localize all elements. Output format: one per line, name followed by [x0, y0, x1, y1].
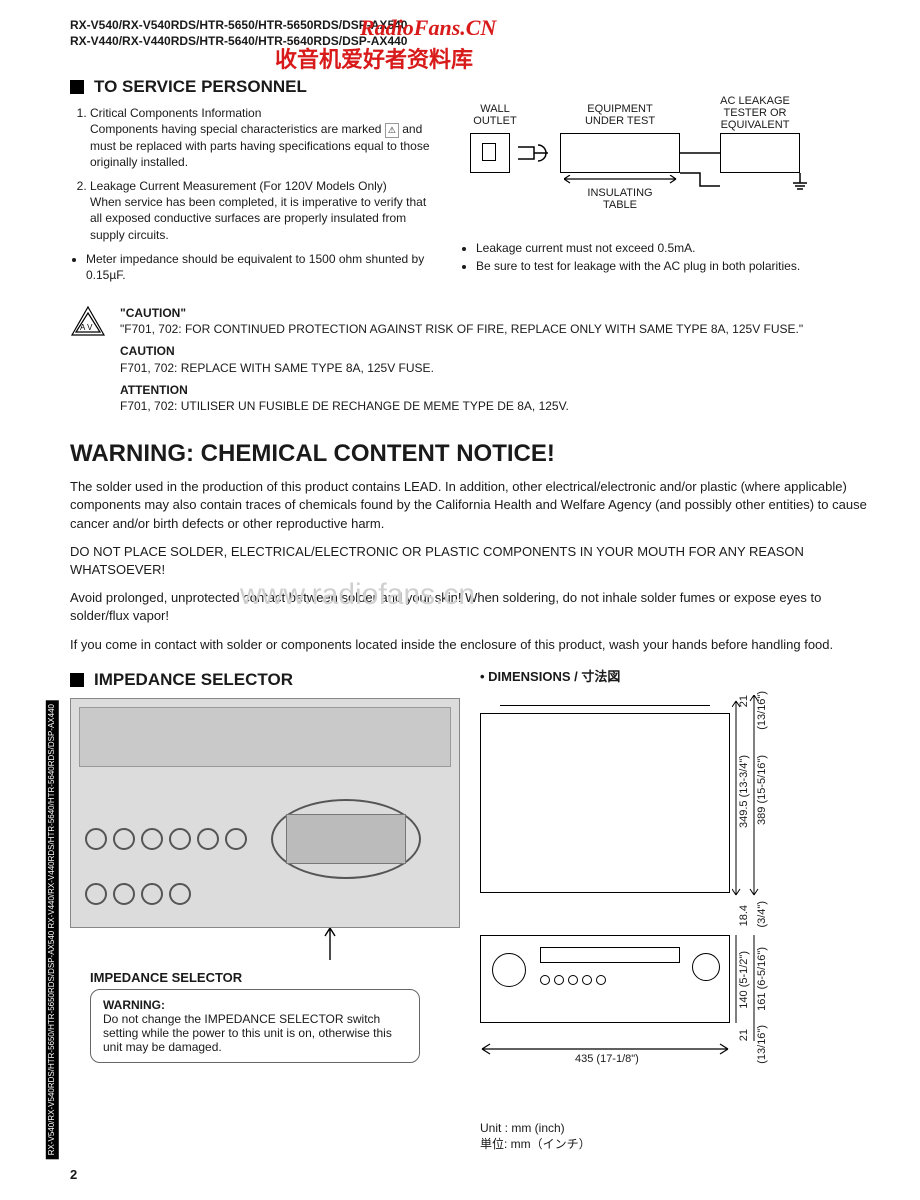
chemical-warning-title: WARNING: CHEMICAL CONTENT NOTICE!	[70, 440, 880, 468]
watermark-brand: RadioFans.CN	[360, 15, 496, 41]
bullet-meter: Meter impedance should be equivalent to …	[86, 251, 440, 283]
impedance-warning-box: WARNING: Do not change the IMPEDANCE SEL…	[90, 989, 420, 1063]
chemical-warning-body: The solder used in the production of thi…	[70, 478, 880, 654]
page-number: 2	[70, 1167, 77, 1182]
list-item-2: Leakage Current Measurement (For 120V Mo…	[90, 178, 440, 243]
dimensions-heading: • DIMENSIONS / 寸法図	[480, 666, 880, 685]
svg-text:A V: A V	[80, 323, 93, 332]
square-bullet-icon	[70, 673, 84, 687]
caution-block: "CAUTION" "F701, 702: FOR CONTINUED PROT…	[120, 305, 880, 414]
caution-triangle-icon: A V	[70, 305, 106, 414]
dimensions-diagram: 349.5 (13-3/4") 389 (15-5/16") 21 (13/16…	[480, 695, 820, 1115]
rear-panel-image	[70, 698, 460, 928]
service-heading: TO SERVICE PERSONNEL	[94, 77, 307, 97]
watermark-cn: 收音机爱好者资料库	[275, 42, 473, 74]
unit-note: Unit : mm (inch) 単位: mm（インチ）	[480, 1121, 880, 1152]
impedance-selector-label: IMPEDANCE SELECTOR	[90, 970, 460, 985]
bullet-polarity: Be sure to test for leakage with the AC …	[476, 259, 880, 273]
impedance-heading: IMPEDANCE SELECTOR	[94, 670, 293, 690]
bullet-leakage: Leakage current must not exceed 0.5mA.	[476, 241, 880, 255]
side-tab: RX-V540/RX-V540RDS/HTR-5650/HTR-5650RDS/…	[46, 700, 59, 1159]
square-bullet-icon	[70, 80, 84, 94]
list-item-1: Critical Components Information Componen…	[90, 105, 440, 170]
leakage-test-diagram: WALL OUTLET EQUIPMENT UNDER TEST AC LEAK…	[460, 105, 880, 235]
